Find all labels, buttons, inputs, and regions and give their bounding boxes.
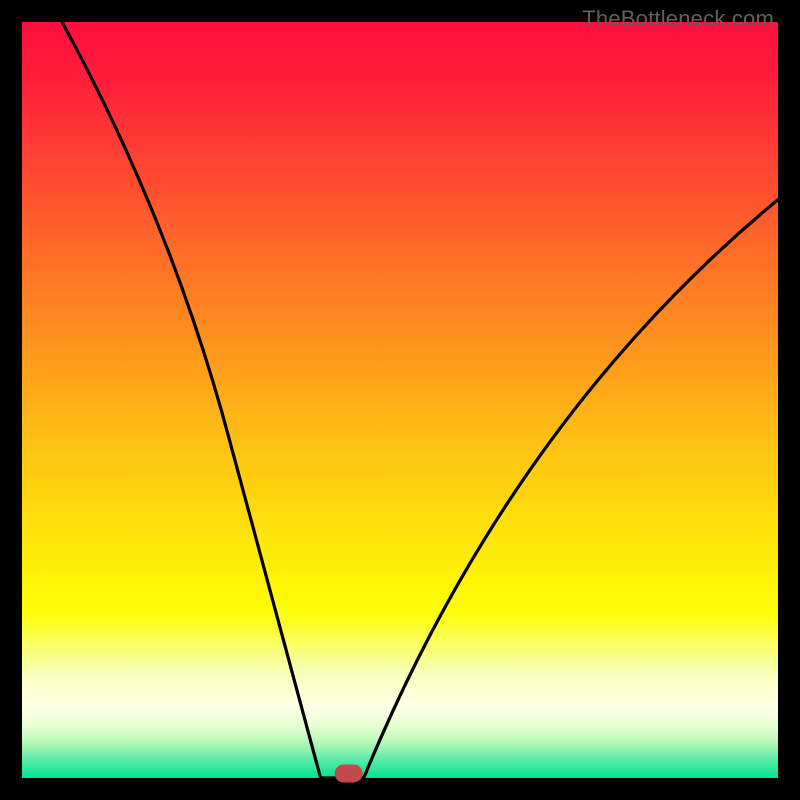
optimum-marker xyxy=(335,764,363,782)
plot-svg xyxy=(0,0,800,800)
watermark-text: TheBottleneck.com xyxy=(582,6,774,32)
chart-root: TheBottleneck.com xyxy=(0,0,800,800)
bottleneck-curve xyxy=(62,22,778,778)
